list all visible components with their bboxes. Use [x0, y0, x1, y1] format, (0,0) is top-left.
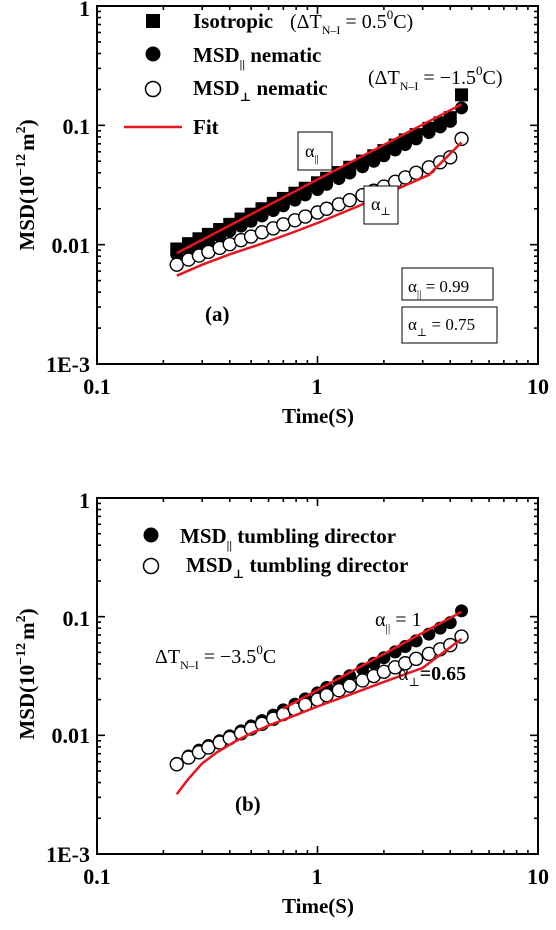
data-point-filled	[356, 662, 370, 676]
legend-label: Fit	[193, 115, 219, 139]
x-tick-label: 1	[312, 864, 323, 889]
alpha-perpendicular-label: α⊥	[363, 185, 399, 225]
data-point-open	[408, 651, 424, 667]
y-tick-label: 1	[79, 488, 90, 513]
data-point-open	[342, 678, 357, 693]
data-point-open	[319, 201, 334, 216]
data-point-filled	[343, 669, 357, 683]
svg-text:α|| = 0.99: α|| = 0.99	[408, 277, 469, 300]
x-tick-label: 10	[527, 864, 549, 889]
x-tick-label: 0.1	[83, 374, 111, 399]
y-axis-label: MSD(10−12m2)	[14, 119, 39, 250]
data-point-filled	[298, 188, 312, 202]
data-point-open	[169, 257, 184, 272]
y-tick-label: 1	[79, 0, 90, 21]
alpha-perpendicular-annotation: α⊥=0.65	[398, 663, 466, 689]
y-tick-label: 0.1	[63, 606, 91, 631]
fit-line	[176, 103, 463, 255]
legend-b: MSD|| tumbling director MSD⊥ tumbling di…	[142, 524, 408, 581]
legend-label: MSD⊥ tumbling director	[186, 553, 408, 581]
alpha-parallel-value-box: α|| = 0.99	[401, 267, 494, 301]
fit-line	[282, 610, 463, 710]
data-point-filled	[377, 149, 391, 163]
data-point-filled	[234, 219, 248, 233]
legend-extra: (ΔTN–I = −1.50C)	[368, 63, 502, 93]
legend-label: MSD|| tumbling director	[180, 524, 396, 552]
data-point-open	[454, 131, 469, 147]
data-point-open	[169, 757, 184, 772]
x-tick-label: 10	[527, 374, 549, 399]
panel-a: 0.1 1 10 1E-3 0.01 0.1 1 Time(S) MSD(10−…	[14, 0, 549, 428]
data-point-filled	[266, 204, 280, 218]
data-point-open	[342, 192, 357, 208]
legend-label: Isotropic	[193, 9, 273, 33]
y-tick-label: 0.1	[63, 114, 91, 139]
delta-t-annotation: ΔTN–I = −3.50C	[155, 642, 276, 672]
x-axis-label: Time(S)	[282, 894, 354, 918]
series-layer-a	[169, 88, 469, 277]
legend-marker-open-circle	[142, 557, 160, 575]
data-point-filled	[409, 132, 423, 146]
data-point-filled	[244, 214, 258, 228]
alpha-perpendicular-value-box: α⊥ = 0.75	[401, 306, 498, 344]
x-axis-label: Time(S)	[282, 404, 354, 428]
alpha-parallel-annotation: α|| = 1	[375, 609, 422, 635]
y-tick-label: 1E-3	[46, 842, 90, 867]
data-point-filled	[356, 160, 370, 174]
series-layer-b	[169, 604, 469, 795]
data-point-filled	[332, 172, 346, 186]
panel-label: (a)	[205, 302, 230, 326]
data-point-filled	[443, 114, 457, 128]
legend-marker-filled-circle	[143, 527, 159, 543]
svg-text:α⊥: α⊥	[371, 194, 391, 218]
x-tick-label: 0.1	[83, 864, 111, 889]
legend-marker-square	[146, 14, 160, 28]
axis-ticks-b	[96, 497, 539, 855]
legend-label: MSD⊥ nematic	[193, 76, 328, 104]
svg-text:α||: α||	[305, 141, 319, 165]
y-tick-label: 0.01	[52, 723, 91, 748]
legend-label: MSD|| nematic	[193, 43, 321, 71]
alpha-parallel-label: α||	[297, 131, 333, 171]
fit-line	[175, 637, 463, 795]
data-point-open	[298, 209, 313, 224]
y-tick-label: 1E-3	[46, 352, 90, 377]
data-point-filled	[276, 199, 290, 213]
y-axis-label: MSD(10−12m2)	[14, 608, 39, 739]
panel-b: 0.1 1 10 1E-3 0.01 0.1 1 Time(S) MSD(10−…	[14, 488, 549, 918]
data-point-filled	[288, 193, 302, 207]
fit-line	[176, 141, 463, 277]
svg-text:α⊥ = 0.75: α⊥ = 0.75	[408, 315, 475, 339]
plot-frame-b	[96, 497, 539, 855]
panel-label: (b)	[235, 792, 261, 816]
data-point-filled	[343, 166, 357, 180]
legend-marker-filled-circle	[145, 46, 161, 62]
data-point-filled	[367, 154, 381, 168]
data-point-filled	[255, 209, 269, 223]
data-point-filled	[320, 177, 334, 191]
data-point-filled	[398, 138, 412, 152]
legend-a: Isotropic (ΔTN–I = 0.50C) MSD|| nematic …	[124, 7, 502, 139]
y-tick-label: 0.01	[52, 233, 91, 258]
data-point-filled	[388, 143, 402, 157]
data-point-filled	[433, 120, 447, 134]
x-tick-label: 1	[312, 374, 323, 399]
data-point-filled	[422, 126, 436, 140]
axis-ticks-a	[96, 5, 539, 365]
legend-marker-open-circle	[144, 80, 162, 98]
legend-extra: (ΔTN–I = 0.50C)	[290, 7, 413, 37]
data-point-square	[455, 88, 469, 102]
data-point-open	[319, 687, 334, 703]
data-point-open	[443, 150, 458, 165]
